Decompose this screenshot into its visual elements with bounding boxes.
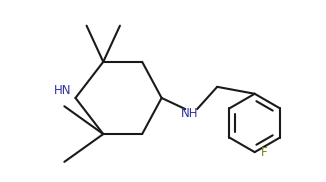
Text: NH: NH (181, 107, 198, 120)
Text: F: F (261, 146, 268, 159)
Text: HN: HN (54, 84, 72, 98)
